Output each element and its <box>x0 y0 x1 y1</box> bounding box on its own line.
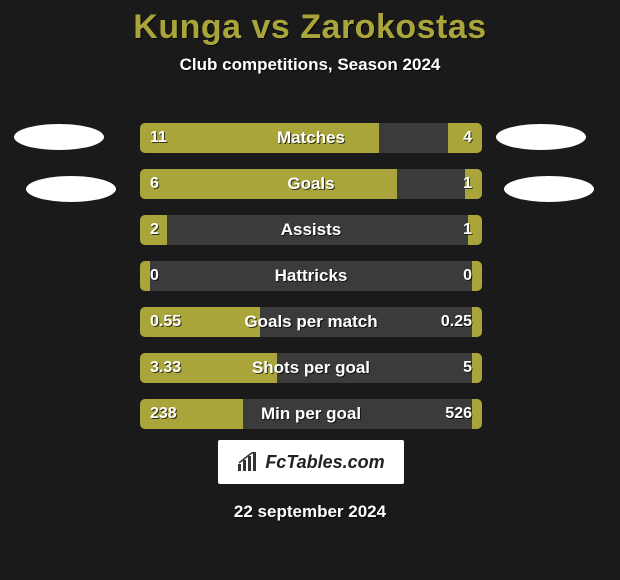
stat-right-value: 1 <box>463 175 472 193</box>
stat-right-value: 0 <box>463 267 472 285</box>
stat-right-value: 4 <box>463 129 472 147</box>
chart-icon <box>237 452 259 472</box>
stat-left-value: 3.33 <box>150 359 181 377</box>
brand-badge[interactable]: FcTables.com <box>218 440 404 484</box>
stat-left-value: 238 <box>150 405 177 423</box>
stat-left-value: 0 <box>150 267 159 285</box>
brand-text: FcTables.com <box>265 452 384 473</box>
avatar-placeholder-left <box>26 176 116 202</box>
stat-row: 61Goals <box>140 169 482 199</box>
avatar-placeholder-right <box>496 124 586 150</box>
stat-right-value: 5 <box>463 359 472 377</box>
bar-left-fill <box>140 123 379 153</box>
stat-left-value: 0.55 <box>150 313 181 331</box>
stat-row: 3.335Shots per goal <box>140 353 482 383</box>
bar-left-fill <box>140 169 397 199</box>
stat-right-value: 1 <box>463 221 472 239</box>
stat-row: 114Matches <box>140 123 482 153</box>
stat-right-value: 526 <box>445 405 472 423</box>
bar-right-fill <box>472 307 482 337</box>
stat-label: Assists <box>140 220 482 240</box>
bar-right-fill <box>472 399 482 429</box>
avatar-placeholder-left <box>14 124 104 150</box>
bar-right-fill <box>472 353 482 383</box>
bar-right-fill <box>472 261 482 291</box>
stat-left-value: 6 <box>150 175 159 193</box>
bar-left-fill <box>140 261 150 291</box>
page-title: Kunga vs Zarokostas <box>0 0 620 47</box>
stat-label: Hattricks <box>140 266 482 286</box>
stat-right-value: 0.25 <box>441 313 472 331</box>
stat-left-value: 2 <box>150 221 159 239</box>
stat-row: 0.550.25Goals per match <box>140 307 482 337</box>
date-label: 22 september 2024 <box>0 502 620 522</box>
stat-left-value: 11 <box>150 129 167 147</box>
stat-row: 238526Min per goal <box>140 399 482 429</box>
avatar-placeholder-right <box>504 176 594 202</box>
stat-row: 2 1Assists <box>140 215 482 245</box>
stat-row: 0 0Hattricks <box>140 261 482 291</box>
subtitle: Club competitions, Season 2024 <box>0 55 620 75</box>
